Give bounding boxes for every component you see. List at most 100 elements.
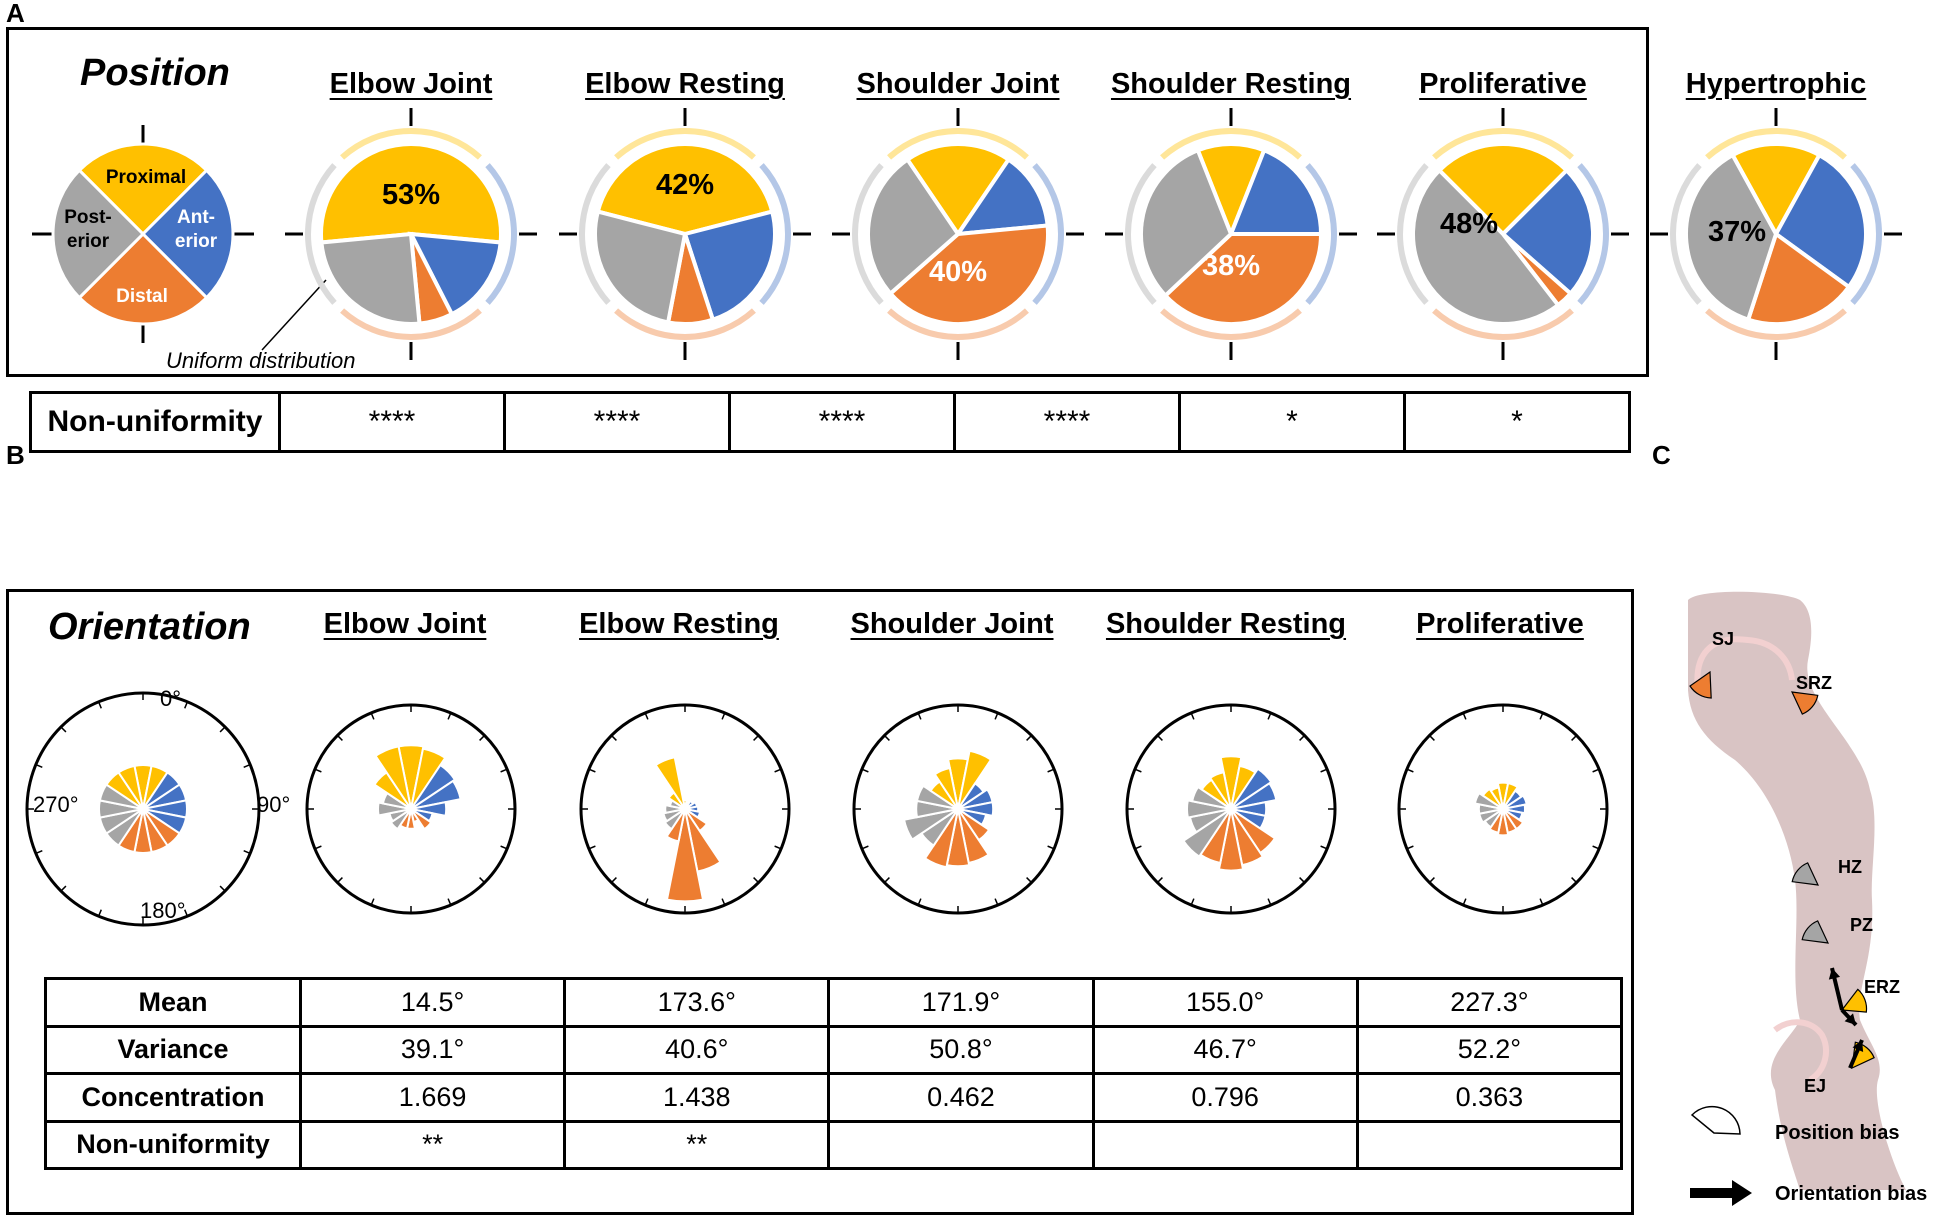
rose-bar	[410, 800, 448, 818]
row-label: Mean	[44, 977, 302, 1028]
uniform-ring-arc	[1160, 128, 1302, 160]
rose-tick	[1320, 768, 1328, 773]
stat-cell: 155.0°	[1091, 977, 1359, 1028]
distal-slice	[887, 223, 1050, 326]
legend-anterior-line: erior	[175, 231, 218, 252]
rose-tick	[447, 898, 452, 906]
rose-tick	[1462, 898, 1467, 906]
legend-posterior-line: Post-	[64, 207, 112, 228]
stat-cell: 1.438	[563, 1072, 831, 1123]
posterior-slice	[1139, 147, 1234, 299]
stat-cell: 46.7°	[1091, 1024, 1359, 1075]
uniform-ring-arc	[1397, 163, 1429, 305]
rose-diagram	[852, 703, 1064, 915]
rose-tick	[243, 850, 251, 855]
uniform-ring-arc	[1705, 128, 1847, 160]
rose-bar	[1496, 808, 1510, 837]
rose-tick	[610, 734, 617, 741]
anterior-slice	[407, 231, 503, 317]
rose-tick	[370, 712, 375, 720]
rose-tick	[1267, 712, 1272, 720]
rose-tick	[1134, 845, 1142, 850]
rose-bar	[410, 763, 457, 810]
rose-tick	[753, 734, 760, 741]
position-pie	[1105, 108, 1357, 360]
rose-bar	[1219, 755, 1243, 810]
stars-cell: ****	[953, 391, 1181, 453]
position-bias-legend: Position bias	[1775, 1122, 1900, 1144]
orientation-col-title: Elbow Joint	[323, 608, 487, 640]
rose-tick	[994, 712, 999, 720]
stat-cell	[1091, 1119, 1359, 1170]
zone-label: EJ	[1804, 1076, 1826, 1096]
position-bias-wedge	[1840, 988, 1868, 1013]
uniform-ring-arc	[887, 308, 1029, 340]
table-row: Non-uniformity **** **** **** **** * *	[29, 391, 1631, 453]
legend-distal-slice	[77, 231, 209, 326]
rose-tick	[753, 877, 760, 884]
uniform-ring-arc	[1670, 163, 1702, 305]
panel-b-frame	[6, 589, 1634, 1215]
uniform-ring-arc	[614, 308, 756, 340]
rose-tick	[1406, 845, 1414, 850]
legend-posterior-slice	[51, 168, 146, 300]
rose-tick	[994, 898, 999, 906]
position-pie	[285, 108, 537, 360]
rose-bar	[1489, 786, 1504, 810]
stars-cell: *	[1403, 391, 1631, 453]
position-pie	[1650, 108, 1902, 360]
rose-tick	[1267, 898, 1272, 906]
orientation-col-title: Elbow Resting	[579, 608, 779, 640]
rose-tick	[219, 726, 226, 733]
stars-cell: *	[1178, 391, 1406, 453]
rose-bar	[377, 801, 412, 817]
anterior-slice	[682, 209, 777, 323]
stars-cell: ****	[728, 391, 956, 453]
proximal-slice	[319, 142, 503, 245]
rose-tick	[60, 885, 67, 892]
orientation-bias-legend-icon	[1690, 1180, 1752, 1206]
rose-tick	[35, 763, 43, 768]
stat-cell: 50.8°	[827, 1024, 1095, 1075]
stat-cell: 0.462	[827, 1072, 1095, 1123]
stat-cell: 171.9°	[827, 977, 1095, 1028]
rose-tick	[774, 768, 782, 773]
stat-cell: **	[563, 1119, 831, 1170]
rose-tick	[1539, 712, 1544, 720]
rose-tick	[243, 763, 251, 768]
row-label: Concentration	[44, 1072, 302, 1123]
stars-cell: ****	[503, 391, 731, 453]
rose-tick	[336, 877, 343, 884]
rose-bar	[665, 808, 705, 903]
orientation-bias-legend: Orientation bias	[1775, 1183, 1928, 1205]
rose-tick	[1571, 877, 1578, 884]
stat-cell: 40.6°	[563, 1024, 831, 1075]
orientation-col-title: Shoulder Resting	[1105, 608, 1347, 640]
pie-percent-label: 42%	[656, 169, 714, 201]
rose-bar	[1230, 767, 1273, 810]
rose-tick	[1428, 734, 1435, 741]
rose-tick	[1320, 845, 1328, 850]
rose-diagram	[25, 691, 261, 927]
legend-anterior-label: Ant-erior	[175, 207, 218, 252]
rose-tick	[917, 712, 922, 720]
proximal-slice	[904, 142, 1012, 238]
posterior-slice	[1684, 152, 1779, 323]
uniform-ring-arc	[614, 128, 756, 160]
distal-slice	[1745, 230, 1852, 326]
rose-tick	[1406, 768, 1414, 773]
rose-tick	[721, 712, 726, 720]
rose-bar	[1230, 781, 1278, 810]
panel-label-a: A	[6, 0, 25, 28]
rose-tick	[184, 909, 189, 917]
rose-bar	[410, 747, 447, 810]
rose-tick	[1299, 734, 1306, 741]
axis-label-180: 180°	[140, 898, 186, 923]
rose-tick	[314, 845, 322, 850]
uniform-note-leader	[261, 279, 327, 351]
stat-cell: 52.2°	[1355, 1024, 1624, 1075]
pie-percent-label: 48%	[1440, 208, 1498, 240]
rose-tick	[500, 768, 508, 773]
